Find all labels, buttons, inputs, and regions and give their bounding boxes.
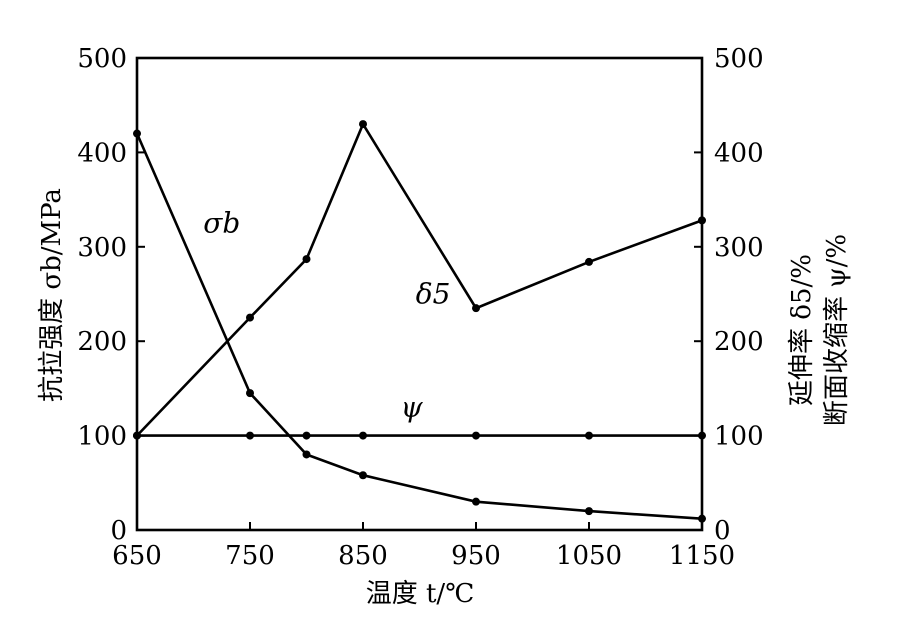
- x-tick-label: 850: [338, 541, 388, 571]
- y-left-tick-label: 500: [77, 44, 127, 74]
- x-tick-label: 1050: [556, 541, 622, 571]
- y-left-tick-label: 300: [77, 233, 127, 263]
- data-point: [246, 313, 254, 322]
- data-point: [359, 471, 367, 480]
- data-point: [133, 431, 141, 440]
- right-axis-title-line1: 延伸率 δ5/%: [787, 254, 817, 406]
- data-point: [698, 431, 706, 440]
- series-group: σb δ5 ψ: [133, 120, 706, 523]
- data-point: [133, 129, 141, 138]
- y-left-tick-label: 100: [77, 422, 127, 452]
- series-line-0: [135, 132, 703, 520]
- series-label: δ5: [416, 277, 451, 310]
- data-point: [302, 431, 311, 440]
- data-point: [698, 216, 706, 225]
- y-right-tick-label: 300: [714, 233, 764, 263]
- y-right-tick-label: 100: [714, 422, 764, 452]
- data-point: [359, 120, 367, 129]
- data-point: [472, 497, 480, 506]
- y-left-tick-label: 200: [77, 327, 127, 357]
- y-left-tick-label: 0: [110, 516, 127, 546]
- data-point: [585, 257, 593, 266]
- x-tick-label: 950: [451, 541, 501, 571]
- data-point: [246, 431, 254, 440]
- y-right-tick-label: 200: [714, 327, 764, 357]
- right-axis-title-line2: 断面收缩率 ψ/%: [822, 234, 852, 426]
- data-point: [698, 514, 706, 523]
- data-point: [472, 304, 480, 313]
- x-tick-label: 750: [225, 541, 275, 571]
- data-point: [585, 431, 593, 440]
- x-tick-label: 1150: [669, 541, 735, 571]
- x-tick-label: 650: [112, 541, 162, 571]
- data-point: [302, 450, 311, 459]
- data-point: [472, 431, 480, 440]
- data-point: [302, 255, 311, 264]
- y-right-tick-label: 0: [714, 516, 731, 546]
- left-axis-title: 抗拉强度 σb/MPa: [37, 188, 67, 402]
- tick-marks: [136, 57, 703, 531]
- data-point: [246, 389, 254, 398]
- data-point: [359, 431, 367, 440]
- series-label: ψ: [401, 391, 424, 424]
- series-label: σb: [203, 207, 240, 240]
- y-right-tick-label: 400: [714, 138, 764, 168]
- y-right-tick-label: 500: [714, 44, 764, 74]
- y-left-tick-label: 400: [77, 138, 127, 168]
- plot-frame: [135, 56, 704, 532]
- tick-labels: 650 750 850 950 1050 115001002003004005000100…: [77, 44, 763, 571]
- data-point: [585, 507, 593, 516]
- x-axis-title: 温度 t/℃: [366, 579, 475, 609]
